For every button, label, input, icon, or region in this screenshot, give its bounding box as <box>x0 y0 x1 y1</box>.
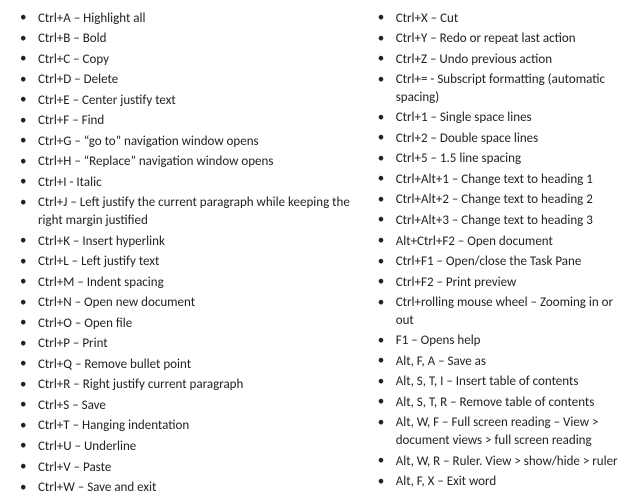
list-item: Alt, F, X – Exit word <box>362 472 625 493</box>
list-item: Ctrl+U – Underline <box>4 436 352 457</box>
list-item: Ctrl+W – Save and exit <box>4 478 352 499</box>
list-item: F1 – Opens help <box>362 331 625 352</box>
list-item: Ctrl+= - Subscript formatting (automatic… <box>362 70 625 108</box>
list-item: Ctrl+1 – Single space lines <box>362 108 625 129</box>
list-item: Ctrl+Alt+1 – Change text to heading 1 <box>362 169 625 190</box>
list-item: Ctrl+J – Left justify the current paragr… <box>4 193 352 231</box>
list-item: Ctrl+S – Save <box>4 395 352 416</box>
list-item: Ctrl+R – Right justify current paragraph <box>4 375 352 396</box>
list-item: Ctrl+A – Highlight all <box>4 8 352 29</box>
list-item: Alt, S, T, I – Insert table of contents <box>362 372 625 393</box>
list-item: Ctrl+K – Insert hyperlink <box>4 231 352 252</box>
list-item: Ctrl+B – Bold <box>4 29 352 50</box>
list-item: Ctrl+C – Copy <box>4 49 352 70</box>
list-item: Ctrl+2 – Double space lines <box>362 128 625 149</box>
list-item: Ctrl+I - Italic <box>4 172 352 193</box>
list-item: Alt, F, A – Save as <box>362 351 625 372</box>
list-item: Alt, W, F – Full screen reading – View >… <box>362 413 625 451</box>
list-item: Ctrl+V – Paste <box>4 457 352 478</box>
list-item: Ctrl+L – Left justify text <box>4 252 352 273</box>
list-item: Ctrl+O – Open file <box>4 313 352 334</box>
list-item: Ctrl+Q – Remove bullet point <box>4 354 352 375</box>
list-item: Alt, S, T, R – Remove table of contents <box>362 392 625 413</box>
list-item: Alt, W, R – Ruler. View > show/hide > ru… <box>362 451 625 472</box>
list-item: Ctrl+F2 – Print preview <box>362 272 625 293</box>
list-item: Ctrl+M – Indent spacing <box>4 272 352 293</box>
left-column: Ctrl+A – Highlight all Ctrl+B – Bold Ctr… <box>4 8 362 498</box>
list-item: Ctrl+H – “Replace” navigation window ope… <box>4 152 352 173</box>
list-item: Ctrl+rolling mouse wheel – Zooming in or… <box>362 293 625 331</box>
list-item: Ctrl+T – Hanging indentation <box>4 416 352 437</box>
list-item: Ctrl+E – Center justify text <box>4 90 352 111</box>
list-item: Ctrl+P – Print <box>4 334 352 355</box>
shortcut-list-left: Ctrl+A – Highlight all Ctrl+B – Bold Ctr… <box>4 8 352 498</box>
list-item: Ctrl+D – Delete <box>4 70 352 91</box>
list-item: Ctrl+N – Open new document <box>4 293 352 314</box>
shortcuts-page: Ctrl+A – Highlight all Ctrl+B – Bold Ctr… <box>0 0 629 502</box>
list-item: Ctrl+Y – Redo or repeat last action <box>362 29 625 50</box>
list-item: Alt+Ctrl+F2 – Open document <box>362 231 625 252</box>
list-item: Ctrl+Alt+3 – Change text to heading 3 <box>362 210 625 231</box>
list-item: Ctrl+Z – Undo previous action <box>362 49 625 70</box>
list-item: Ctrl+X – Cut <box>362 8 625 29</box>
shortcut-list-right: Ctrl+X – Cut Ctrl+Y – Redo or repeat las… <box>362 8 625 492</box>
list-item: Ctrl+G – “go to” navigation window opens <box>4 131 352 152</box>
list-item: Ctrl+F – Find <box>4 111 352 132</box>
right-column: Ctrl+X – Cut Ctrl+Y – Redo or repeat las… <box>362 8 625 498</box>
list-item: Ctrl+F1 – Open/close the Task Pane <box>362 252 625 273</box>
list-item: Ctrl+Alt+2 – Change text to heading 2 <box>362 190 625 211</box>
list-item: Ctrl+5 – 1.5 line spacing <box>362 149 625 170</box>
